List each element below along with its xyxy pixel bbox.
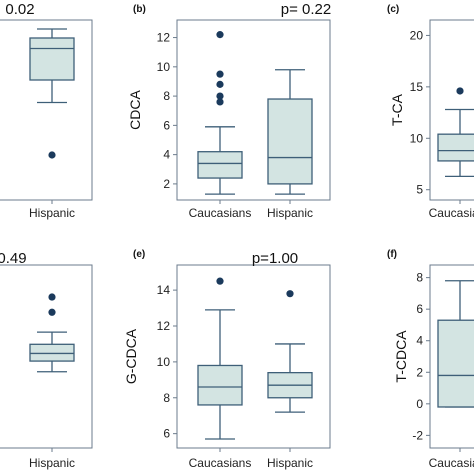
category-label: Hispanic	[29, 206, 75, 220]
y-tick-label: 15	[410, 80, 424, 94]
box-hispanic	[267, 290, 313, 413]
category-label: Caucasians	[429, 456, 474, 470]
y-tick-label: 20	[410, 28, 424, 42]
box-hispanic	[267, 69, 313, 195]
y-tick-label: 10	[157, 60, 171, 74]
plot-frame	[176, 264, 331, 449]
y-tick-label: 14	[157, 283, 171, 297]
y-axis-label: T-CDCA	[393, 330, 409, 383]
plot-frame	[0, 264, 93, 449]
outlier-point	[216, 92, 224, 100]
box-hispanic	[29, 293, 75, 373]
category-label: Caucasians	[189, 456, 252, 470]
panel-label: (e)	[133, 249, 145, 260]
y-tick-label: 6	[416, 302, 423, 316]
y-tick-label: 12	[157, 319, 171, 333]
box-caucasians	[437, 87, 474, 177]
panel-label: (c)	[387, 4, 399, 15]
y-tick-label: 12	[157, 31, 171, 45]
outlier-point	[48, 308, 56, 316]
iqr-box	[437, 319, 474, 408]
y-tick-label: 5	[416, 183, 423, 197]
iqr-box	[29, 37, 75, 81]
iqr-box	[197, 151, 243, 179]
y-tick-label: 10	[157, 355, 171, 369]
category-label: Hispanic	[29, 456, 75, 470]
box-caucasians	[197, 277, 243, 440]
box-caucasians	[437, 280, 474, 408]
y-axis-label: T-CA	[389, 93, 405, 126]
y-tick-label: 4	[163, 148, 170, 162]
category-label: Caucasians	[189, 206, 252, 220]
y-tick-label: 6	[163, 118, 170, 132]
iqr-box	[437, 133, 474, 162]
box-caucasians	[197, 31, 243, 195]
panel-1: Hispanic 0.02	[0, 1, 93, 220]
plot-frame	[429, 264, 474, 449]
panel-6: -2 0 2 4 6 8 Caucasians T-CDCA (f)	[387, 249, 474, 470]
y-tick-label: -2	[412, 428, 423, 442]
panel-5: 6 8 10 12 14 Caucasians Hispanic G-CDCA (e) p=1.0…	[123, 249, 331, 470]
p-value-label: p= 0.22	[281, 1, 331, 18]
y-tick-label: 0	[416, 397, 423, 411]
outlier-point	[216, 98, 224, 106]
p-value-label: 0.02	[5, 1, 34, 18]
outlier-point	[216, 277, 224, 285]
outlier-point	[48, 151, 56, 159]
box-hispanic	[29, 28, 75, 159]
panel-2: 2 4 6 8 10 12 Caucasians Hispanic CDCA (b) p= 0.22	[127, 1, 331, 220]
y-tick-label: 2	[163, 177, 170, 191]
panel-label: (b)	[133, 4, 146, 15]
y-axis-label: CDCA	[127, 90, 143, 130]
panel-4: Hispanic 0.49	[0, 250, 93, 470]
p-value-label: p=1.00	[252, 250, 298, 267]
plot-frame	[429, 19, 474, 201]
iqr-box	[267, 98, 313, 185]
plot-frame	[176, 19, 331, 201]
panel-3: 5 10 15 20 Caucasians T-CA (c)	[387, 4, 474, 220]
category-label: Hispanic	[267, 206, 313, 220]
y-axis-label: G-CDCA	[123, 328, 139, 384]
p-value-label: 0.49	[0, 250, 27, 267]
outlier-point	[48, 293, 56, 301]
y-tick-label: 8	[163, 89, 170, 103]
outlier-point	[216, 31, 224, 39]
outlier-point	[286, 290, 294, 298]
outlier-point	[456, 87, 464, 95]
panel-label: (f)	[387, 249, 397, 260]
y-tick-label: 2	[416, 365, 423, 379]
y-tick-label: 4	[416, 334, 423, 348]
y-tick-label: 8	[416, 271, 423, 285]
category-label: Caucasians	[429, 206, 474, 220]
outlier-point	[216, 70, 224, 78]
plot-frame	[0, 19, 93, 201]
y-tick-label: 10	[410, 131, 424, 145]
iqr-box	[29, 343, 75, 362]
category-label: Hispanic	[267, 456, 313, 470]
y-tick-label: 6	[163, 427, 170, 441]
y-tick-label: 8	[163, 391, 170, 405]
outlier-point	[216, 80, 224, 88]
iqr-box	[197, 364, 243, 406]
